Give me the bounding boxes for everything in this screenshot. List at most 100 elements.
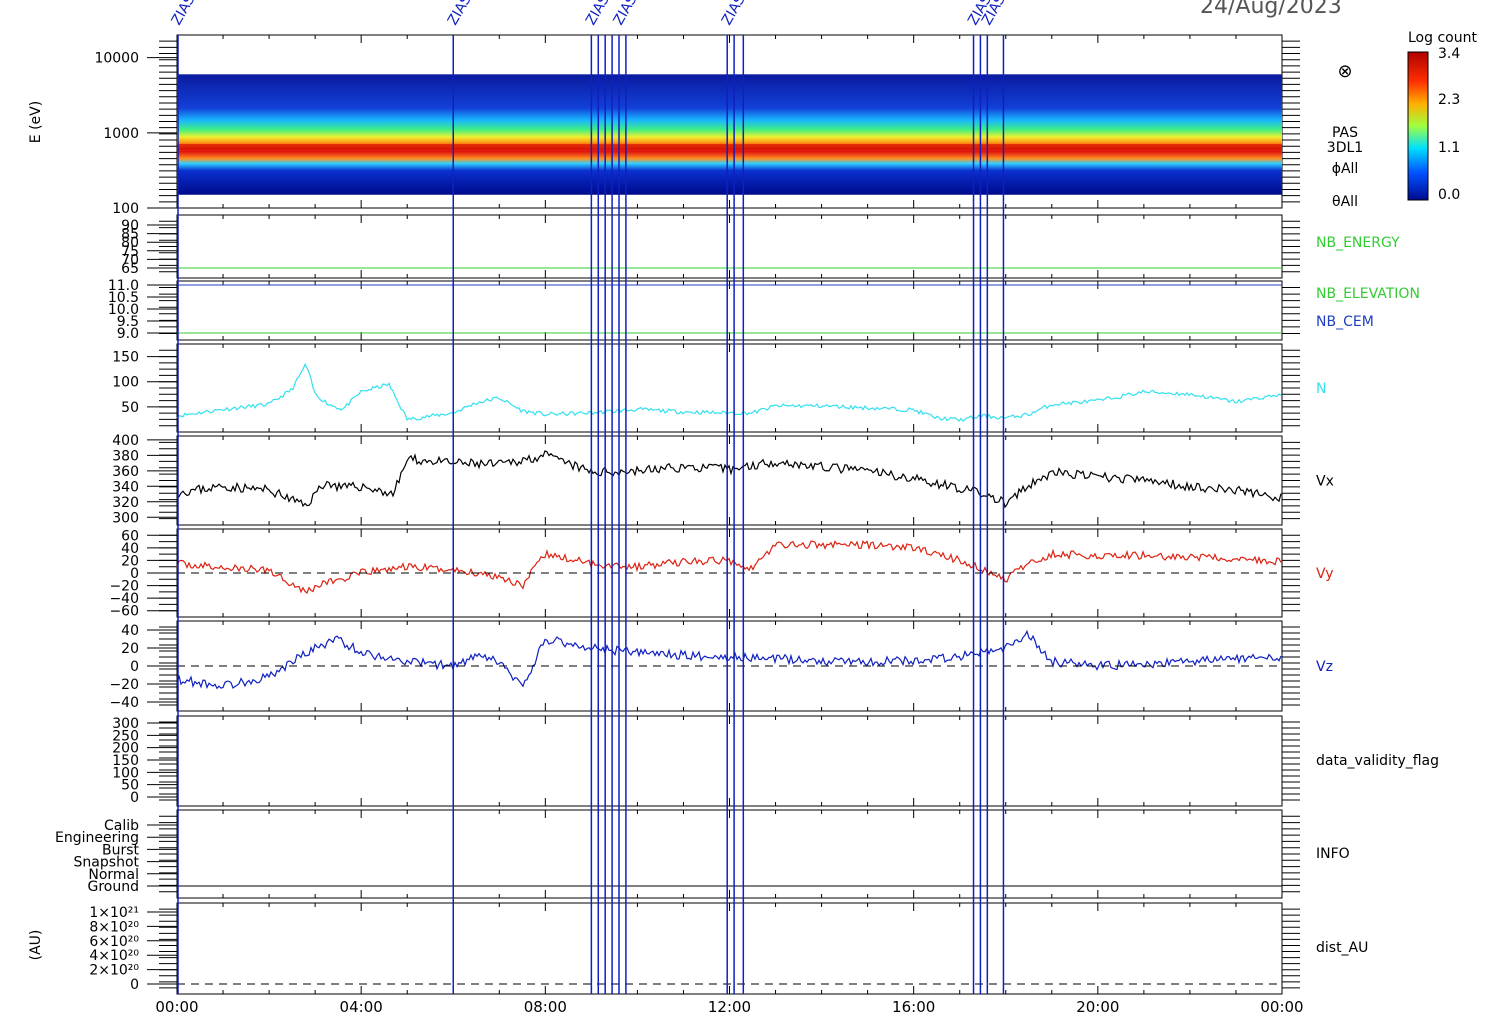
y-tick-label: 90 — [121, 218, 139, 234]
y-tick-label: 250 — [112, 728, 139, 744]
y-tick-label: −60 — [109, 604, 139, 620]
colorbar-tick-label: 3.4 — [1438, 46, 1460, 62]
y-tick-label: 300 — [112, 716, 139, 732]
y-tick-label: −20 — [109, 579, 139, 595]
spectrogram-ylabel: E (eV) — [28, 101, 44, 143]
y-tick-label: 340 — [112, 479, 139, 495]
y-tick-label: 1000 — [103, 126, 139, 142]
dist-au-ylabel: (AU) — [28, 930, 44, 961]
y-tick-label: 100 — [112, 375, 139, 391]
y-tick-label: 360 — [112, 464, 139, 480]
vz-series-label: Vz — [1316, 659, 1333, 675]
x-tick-label: 20:00 — [1076, 998, 1119, 1016]
y-tick-label: 150 — [112, 350, 139, 366]
y-tick-label: 400 — [112, 433, 139, 449]
colorbar-tick-label: 2.3 — [1438, 92, 1460, 108]
y-tick-label: 20 — [121, 553, 139, 569]
y-tick-label: 85 — [121, 227, 139, 243]
y-tick-label: −20 — [109, 677, 139, 693]
event-label: ZIAS — [719, 0, 749, 28]
panel-frame-data_validity_flag — [176, 715, 1283, 807]
panel-frame-density — [176, 343, 1283, 433]
panel-frame-nb_elevation — [176, 280, 1283, 341]
y-tick-label: 10.5 — [108, 290, 139, 306]
colorbar-title: Log count — [1408, 30, 1477, 46]
x-tick-label: 08:00 — [524, 998, 567, 1016]
nb-cem-label: NB_CEM — [1316, 314, 1374, 330]
x-tick-label: 00:00 — [155, 998, 198, 1016]
vy-series-label: Vy — [1316, 566, 1334, 582]
panel-frame-info — [176, 809, 1283, 899]
y-tick-label: 6×10²⁰ — [89, 934, 139, 950]
x-circle-icon: ⊗ — [1337, 61, 1352, 82]
y-tick-label: 40 — [121, 623, 139, 639]
x-tick-label: 16:00 — [892, 998, 935, 1016]
y-tick-label: 380 — [112, 448, 139, 464]
density-series-label: N — [1316, 381, 1326, 397]
y-tick-label: Engineering — [55, 830, 139, 846]
y-tick-label: 60 — [121, 528, 139, 544]
event-label: ZIAS — [169, 0, 199, 28]
y-tick-label: 0 — [130, 790, 139, 806]
panel-frame-nb_energy — [176, 214, 1283, 279]
y-tick-label: 0 — [130, 566, 139, 582]
spectrogram-side-label: 3DL1 — [1327, 140, 1363, 156]
nb-energy-label: NB_ENERGY — [1316, 235, 1400, 251]
data-validity-label: data_validity_flag — [1316, 753, 1439, 769]
y-tick-label: 20 — [121, 641, 139, 657]
colorbar-bar — [1407, 51, 1429, 201]
y-tick-label: 1×10²¹ — [89, 905, 139, 921]
y-tick-label: 0 — [130, 977, 139, 993]
data-layer — [176, 74, 1282, 985]
panel-frame-dist_au — [176, 902, 1283, 995]
spectrogram-side-label: θAll — [1332, 194, 1358, 210]
y-tick-label: 50 — [121, 778, 139, 794]
date-label: 24/Aug/2023 — [1200, 0, 1342, 19]
event-label: ZIAS — [445, 0, 475, 28]
y-tick-label: 300 — [112, 510, 139, 526]
vz-series-line — [176, 629, 1282, 690]
y-tick-label: 50 — [121, 400, 139, 416]
spectrogram-side-label: ϕAll — [1332, 161, 1359, 177]
y-tick-label: Normal — [88, 867, 139, 883]
y-tick-label: 320 — [112, 495, 139, 511]
y-tick-label: −40 — [109, 695, 139, 711]
nb-elevation-label: NB_ELEVATION — [1316, 286, 1420, 302]
info-label: INFO — [1316, 846, 1350, 862]
density-series-line — [176, 363, 1282, 422]
y-tick-label: 100 — [112, 765, 139, 781]
y-tick-label: 100 — [112, 201, 139, 217]
y-tick-label: 11.0 — [108, 278, 139, 294]
y-tick-label: 10.0 — [108, 302, 139, 318]
y-tick-label: 70 — [121, 252, 139, 268]
panel-frame-vx — [176, 435, 1283, 526]
y-tick-label: 0 — [130, 659, 139, 675]
spectrogram-side-label: PAS — [1332, 125, 1358, 141]
y-tick-label: 2×10²⁰ — [89, 963, 139, 979]
colorbar-tick-label: 0.0 — [1438, 187, 1460, 203]
x-tick-label: 00:00 — [1260, 998, 1303, 1016]
y-tick-label: Burst — [102, 842, 140, 858]
y-tick-label: 200 — [112, 741, 139, 757]
event-label: ZIAS — [583, 0, 613, 28]
y-tick-label: Snapshot — [74, 855, 140, 871]
x-tick-label: 12:00 — [708, 998, 751, 1016]
y-tick-label: 4×10²⁰ — [89, 948, 139, 964]
colorbar-tick-label: 1.1 — [1438, 140, 1460, 156]
x-tick-label: 04:00 — [340, 998, 383, 1016]
event-label: ZIAS — [611, 0, 641, 28]
y-tick-label: 9.0 — [117, 326, 139, 342]
y-tick-label: 8×10²⁰ — [89, 919, 139, 935]
y-tick-label: Ground — [88, 879, 140, 895]
y-tick-label: 65 — [121, 261, 139, 277]
y-tick-label: 80 — [121, 235, 139, 251]
y-tick-label: 40 — [121, 541, 139, 557]
vx-series-label: Vx — [1316, 474, 1334, 490]
vline-layer — [177, 35, 1005, 994]
y-tick-label: −40 — [109, 591, 139, 607]
y-tick-label: 10000 — [94, 51, 139, 67]
y-tick-label: 9.5 — [117, 314, 139, 330]
dist-au-label: dist_AU — [1316, 940, 1368, 956]
